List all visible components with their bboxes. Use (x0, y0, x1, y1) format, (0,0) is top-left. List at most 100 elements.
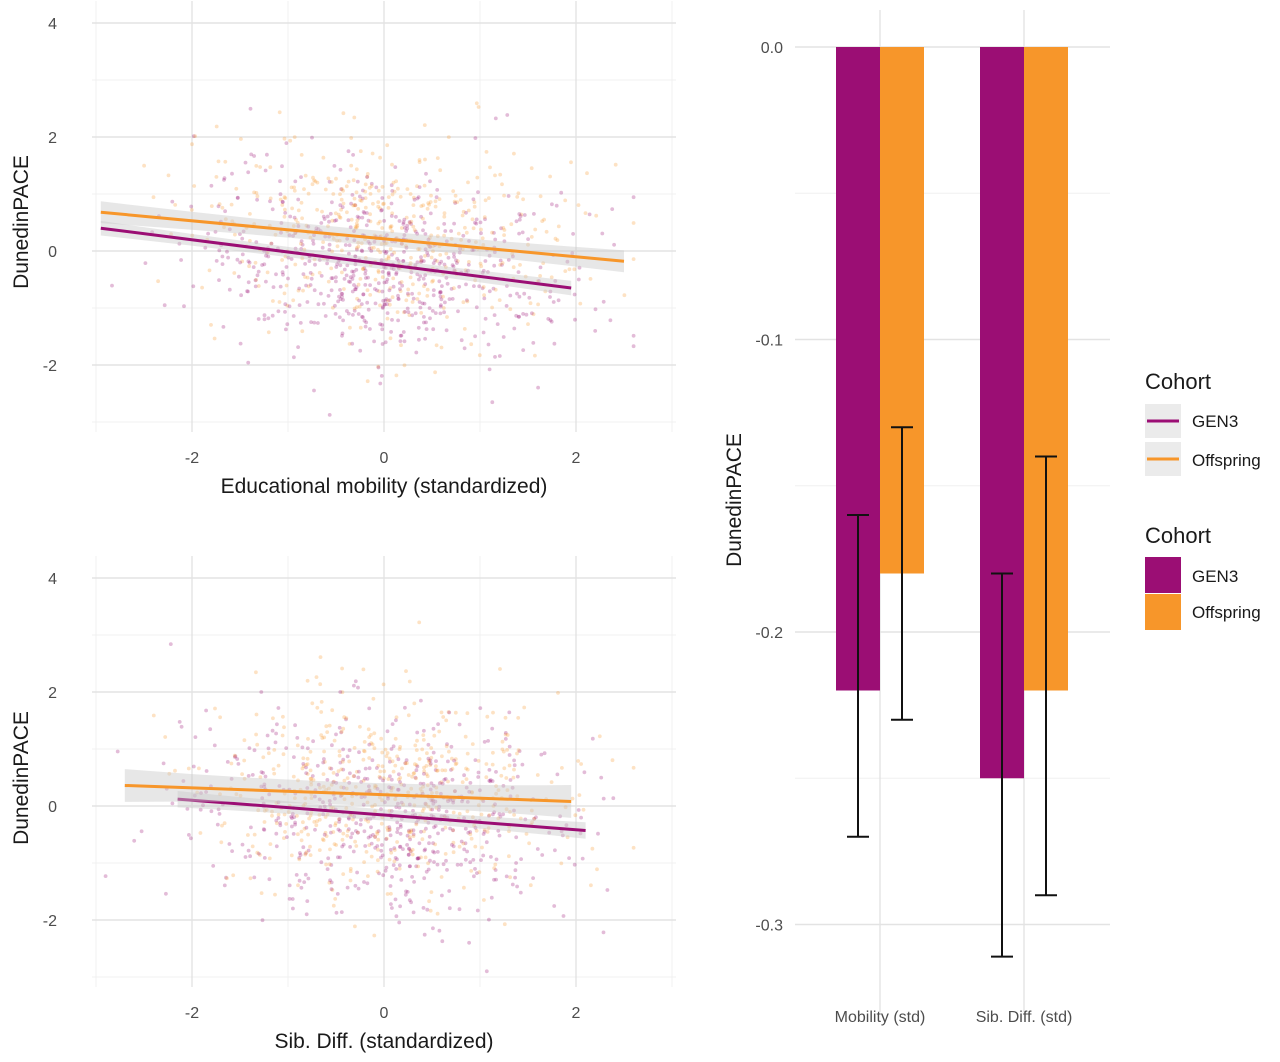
scatter-point-gen3 (150, 230, 155, 235)
scatter-point-gen3 (351, 153, 355, 157)
scatter-point-gen3 (225, 760, 230, 764)
scatter-point-offspring (462, 327, 467, 331)
scatter-point-offspring (320, 736, 325, 740)
scatter-point-offspring (267, 751, 271, 756)
scatter-point-offspring (439, 710, 444, 715)
legend-lines-label-gen3: GEN3 (1192, 412, 1238, 431)
scatter-point-gen3 (381, 305, 385, 309)
scatter-point-gen3 (352, 308, 357, 313)
scatter-point-offspring (367, 186, 372, 190)
scatter-point-gen3 (238, 341, 243, 346)
scatter-point-offspring (246, 833, 250, 837)
scatter-point-offspring (421, 733, 426, 737)
scatter-point-gen3 (209, 183, 214, 188)
scatter-point-gen3 (382, 265, 386, 269)
scatter-point-offspring (559, 861, 564, 866)
scatter-point-gen3 (552, 341, 557, 346)
scatter-point-gen3 (350, 193, 355, 197)
scatter-point-offspring (358, 198, 363, 203)
scatter-point-offspring (351, 203, 356, 208)
scatter-point-offspring (533, 353, 537, 358)
scatter-point-offspring (408, 261, 413, 265)
scatter-point-offspring (465, 767, 470, 772)
scatter-point-offspring (337, 817, 341, 822)
scatter-point-offspring (367, 843, 372, 847)
scatter-point-gen3 (161, 761, 166, 766)
scatter-point-offspring (512, 767, 516, 772)
scatter-point-offspring (337, 238, 342, 243)
scatter-point-gen3 (512, 758, 516, 763)
scatter-point-offspring (337, 749, 342, 754)
scatter-point-gen3 (576, 277, 581, 282)
scatter-point-gen3 (435, 850, 440, 854)
scatter-point-gen3 (182, 304, 186, 309)
scatter-point-gen3 (380, 289, 385, 294)
scatter-point-offspring (390, 192, 395, 197)
scatter-point-gen3 (262, 856, 267, 860)
scatter-point-gen3 (559, 190, 564, 195)
scatter-point-gen3 (280, 200, 285, 205)
scatter-point-gen3 (483, 316, 488, 321)
scatter-point-gen3 (419, 698, 423, 703)
scatter-point-gen3 (476, 190, 480, 195)
scatter-point-offspring (354, 221, 359, 226)
scatter-point-gen3 (245, 289, 250, 294)
scatter-point-offspring (504, 807, 509, 812)
scatter-point-offspring (368, 192, 373, 196)
scatter-point-gen3 (229, 777, 234, 781)
scatter-point-offspring (450, 756, 454, 761)
scatter-point-gen3 (512, 808, 516, 813)
scatter-point-gen3 (368, 327, 372, 331)
scatter-point-gen3 (340, 292, 345, 296)
scatter-point-offspring (295, 814, 299, 818)
scatter-point-gen3 (274, 272, 278, 277)
scatter-point-offspring (393, 797, 398, 802)
scatter-point-offspring (435, 156, 440, 161)
scatter-point-offspring (330, 218, 335, 223)
scatter-point-offspring (364, 850, 369, 854)
scatter-point-offspring (376, 763, 381, 768)
scatter-point-gen3 (452, 255, 456, 259)
scatter-point-offspring (296, 288, 301, 293)
scatter-point-offspring (293, 231, 298, 236)
scatter-point-offspring (439, 780, 444, 785)
scatter-point-offspring (398, 194, 403, 199)
scatter-point-offspring (352, 203, 357, 208)
scatter-point-offspring (254, 191, 259, 195)
scatter-point-offspring (425, 751, 429, 756)
scatter-point-offspring (452, 199, 457, 204)
scatter-point-gen3 (243, 160, 248, 165)
scatter-point-gen3 (601, 796, 606, 801)
scatter-point-gen3 (368, 241, 372, 246)
scatter-point-offspring (289, 853, 294, 858)
scatter-point-offspring (421, 216, 425, 221)
scatter-point-offspring (299, 200, 304, 205)
scatter-point-gen3 (333, 303, 337, 308)
scatter-point-gen3 (308, 271, 313, 275)
scatter-point-offspring (401, 802, 406, 807)
scatter-point-gen3 (422, 320, 426, 325)
scatter-point-gen3 (403, 705, 407, 710)
scatter-point-gen3 (378, 381, 383, 386)
scatter-point-offspring (291, 224, 296, 228)
scatter-point-offspring (378, 155, 382, 160)
scatter-point-gen3 (353, 287, 357, 292)
scatter-point-gen3 (464, 210, 468, 215)
scatter-point-offspring (378, 206, 382, 211)
scatter-point-offspring (407, 679, 412, 684)
scatter-point-offspring (376, 221, 381, 226)
scatter-point-gen3 (404, 245, 409, 250)
scatter-point-offspring (156, 279, 161, 284)
scatter-point-offspring (282, 812, 287, 817)
scatter-point-offspring (268, 165, 273, 170)
scatter-point-gen3 (438, 294, 443, 299)
scatter-point-offspring (529, 808, 534, 813)
scatter-point-gen3 (233, 754, 238, 758)
scatter-point-offspring (376, 270, 381, 275)
scatter-point-offspring (470, 217, 475, 222)
scatter-point-gen3 (492, 263, 497, 268)
scatter-point-gen3 (297, 878, 302, 883)
scatter-point-gen3 (421, 906, 426, 910)
scatter-point-gen3 (353, 254, 358, 259)
scatter-point-offspring (428, 908, 433, 913)
